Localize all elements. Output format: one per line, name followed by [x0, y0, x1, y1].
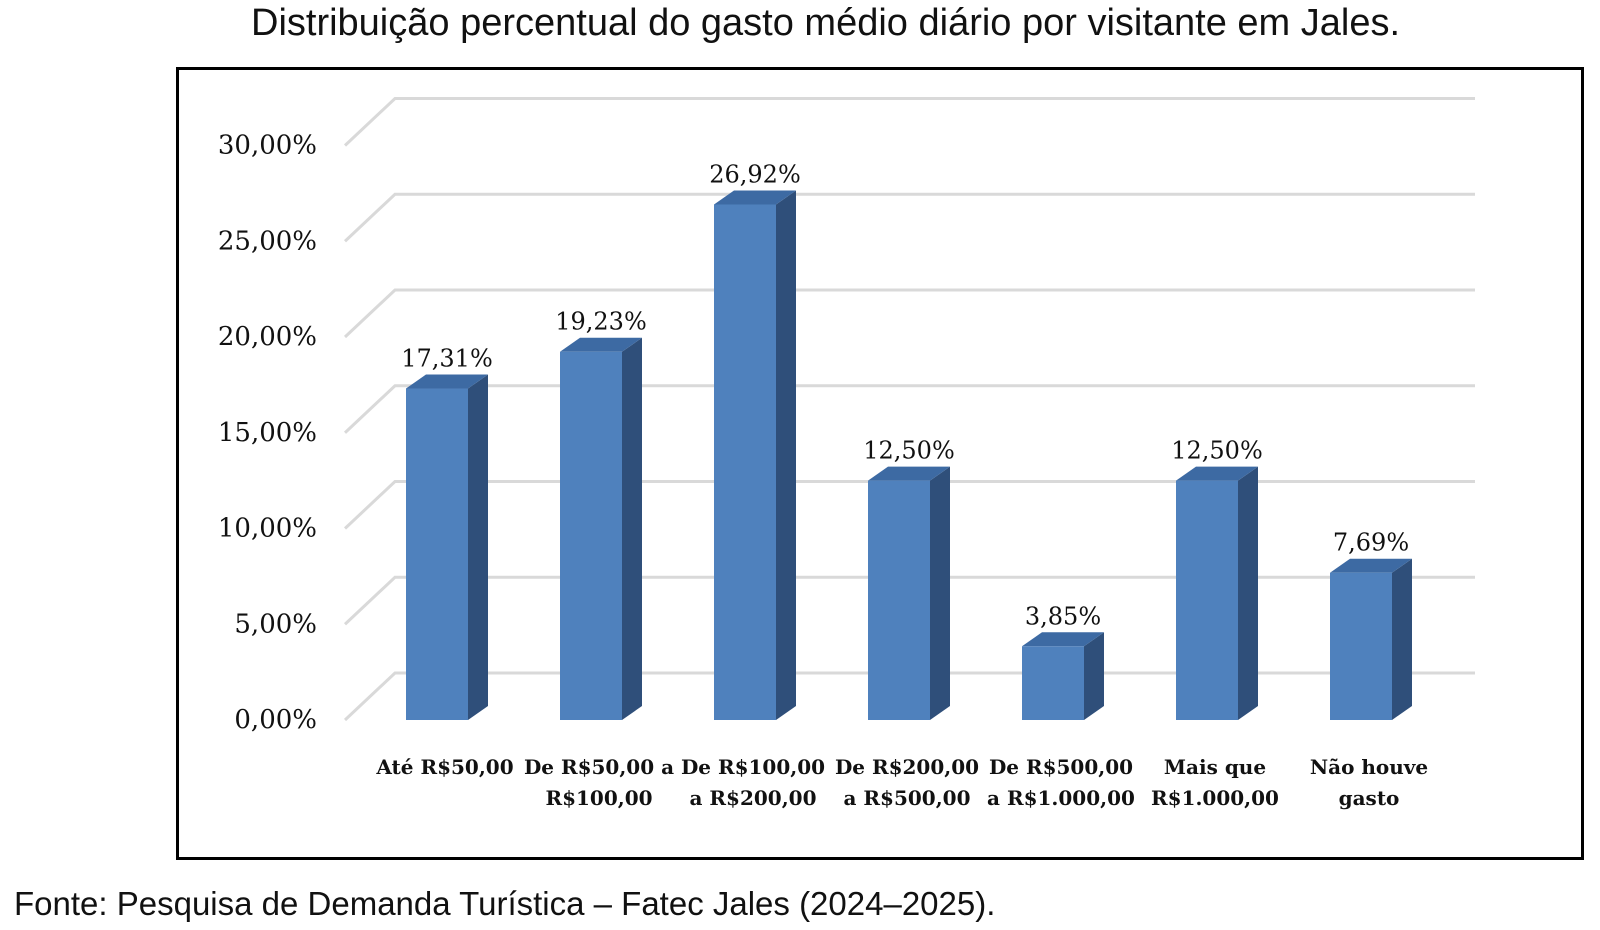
data-label: 3,85%	[1025, 602, 1101, 630]
bar-front	[868, 480, 930, 720]
y-axis-ticks: 0,00% 5,00% 10,00% 15,00% 20,00% 25,00% 30,00%	[218, 131, 317, 736]
category-label: De R$500,00	[989, 755, 1133, 779]
gridlines	[343, 97, 1475, 722]
bar	[714, 190, 796, 720]
gridline	[343, 671, 1475, 722]
bar-front	[1022, 646, 1084, 720]
category-label: a R$200,00	[689, 786, 816, 810]
bar-top	[560, 337, 642, 352]
bar-top	[714, 190, 796, 205]
bar	[1176, 466, 1258, 720]
bar-front	[1330, 572, 1392, 720]
category-label: Não houve	[1310, 755, 1428, 779]
bar-side	[1238, 466, 1258, 720]
bar-side	[1084, 632, 1104, 720]
bar-top	[1022, 632, 1104, 647]
source-note: Fonte: Pesquisa de Demanda Turística – F…	[14, 885, 996, 922]
category-label: De R$200,00	[835, 755, 979, 779]
bar-side	[776, 190, 796, 720]
bar	[868, 466, 950, 720]
bar	[406, 374, 488, 720]
bar-side	[622, 337, 642, 720]
gridline	[343, 384, 1475, 434]
category-label: gasto	[1339, 786, 1400, 810]
y-tick-label: 5,00%	[234, 609, 317, 639]
gridline	[343, 192, 1475, 243]
y-tick-label: 0,00%	[234, 705, 317, 735]
y-tick-label: 15,00%	[218, 418, 317, 448]
category-label: a R$500,00	[843, 786, 970, 810]
chart-frame: 0,00% 5,00% 10,00% 15,00% 20,00% 25,00% 30,00%…	[176, 67, 1584, 860]
category-label: R$100,00	[545, 786, 652, 810]
category-label: De R$50,00 a	[524, 755, 674, 779]
bar-front	[406, 388, 468, 720]
category-label: Mais que	[1164, 755, 1266, 779]
category-labels: Até R$50,00 De R$50,00 a R$100,00 De R$100,…	[375, 755, 1428, 810]
bar-front	[1176, 480, 1238, 720]
bar-top	[1330, 558, 1412, 573]
category-label: De R$100,00	[681, 755, 825, 779]
y-tick-label: 10,00%	[218, 514, 317, 544]
data-labels: 17,31% 19,23% 26,92% 12,50% 3,85% 12,50% 7,69%	[401, 160, 1409, 630]
bar-top	[406, 374, 488, 389]
bars	[406, 190, 1412, 720]
gridline	[343, 97, 1475, 147]
bar-top	[1176, 466, 1258, 481]
category-label: Até R$50,00	[375, 755, 513, 779]
data-label: 12,50%	[863, 437, 955, 465]
bar-side	[1392, 558, 1412, 720]
bar	[1330, 558, 1412, 720]
bar-side	[468, 374, 488, 720]
y-tick-label: 30,00%	[218, 131, 317, 161]
bar-side	[930, 466, 950, 720]
bar-top	[868, 466, 950, 481]
data-label: 17,31%	[401, 345, 493, 373]
gridline	[343, 575, 1475, 626]
y-tick-label: 25,00%	[218, 226, 317, 256]
bar-chart: 0,00% 5,00% 10,00% 15,00% 20,00% 25,00% 30,00%…	[218, 97, 1475, 810]
bar-front	[714, 204, 776, 720]
bar	[560, 337, 642, 720]
bar	[1022, 632, 1104, 720]
y-tick-label: 20,00%	[218, 322, 317, 352]
data-label: 7,69%	[1333, 529, 1409, 557]
bar-front	[560, 351, 622, 720]
gridline	[343, 288, 1475, 339]
data-label: 19,23%	[555, 308, 647, 336]
data-label: 26,92%	[709, 160, 801, 188]
category-label: a R$1.000,00	[987, 786, 1135, 810]
data-label: 12,50%	[1171, 437, 1263, 465]
chart-title: Distribuição percentual do gasto médio d…	[251, 2, 1401, 44]
gridline	[343, 480, 1475, 530]
category-label: R$1.000,00	[1151, 786, 1279, 810]
